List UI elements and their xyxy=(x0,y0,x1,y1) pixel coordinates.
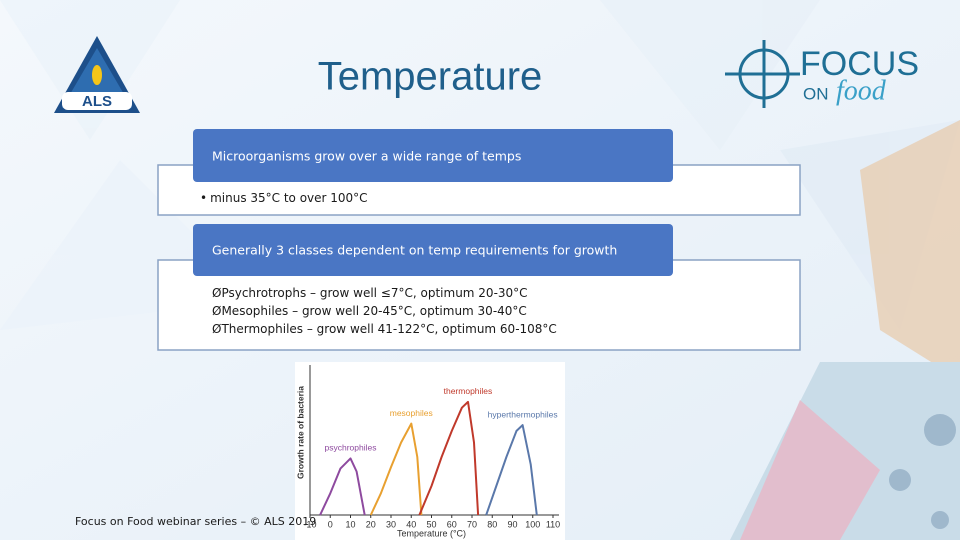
slide-title: Temperature xyxy=(318,55,543,99)
series-label: mesophiles xyxy=(390,408,433,418)
x-tick-label: 10 xyxy=(345,519,355,529)
x-tick-label: 70 xyxy=(467,519,477,529)
series-line xyxy=(369,422,423,516)
bullet-marker: Ø xyxy=(212,286,221,300)
series-label: thermophiles xyxy=(444,386,493,396)
logo-text: food xyxy=(836,75,887,106)
x-tick-label: 100 xyxy=(525,519,540,529)
footer: Focus on Food webinar series – © ALS 201… xyxy=(75,515,316,528)
x-tick-label: 50 xyxy=(426,519,436,529)
series-label: psychrophiles xyxy=(325,443,377,453)
bullet-marker: Ø xyxy=(212,304,221,318)
bullet-marker: • xyxy=(200,191,207,205)
focus-logo: FOCUS ON food xyxy=(725,40,919,108)
deco-image xyxy=(860,120,960,380)
x-tick-label: 80 xyxy=(487,519,497,529)
x-tick-label: 30 xyxy=(386,519,396,529)
series-label: hyperthermophiles xyxy=(488,409,558,419)
x-tick-label: 20 xyxy=(366,519,376,529)
logo-text: FOCUS xyxy=(800,45,919,83)
series-line xyxy=(485,424,538,516)
logo-text: ON xyxy=(803,84,829,103)
bullet-text: minus 35°C to over 100°C xyxy=(210,191,367,205)
box-heading: Generally 3 classes dependent on temp re… xyxy=(212,243,617,258)
x-tick-label: 90 xyxy=(507,519,517,529)
chart: -10 0 10 20 30 40 50 60 70 80 90 100 110 Temperature … xyxy=(295,365,560,538)
deco-molecule xyxy=(889,414,956,529)
x-tick-label: 0 xyxy=(328,519,333,529)
bullet: ØThermophiles – grow well 41-122°C, opti… xyxy=(212,322,557,336)
heading-box xyxy=(193,129,673,182)
bullet-list: ØPsychrotrophs – grow well ≤7°C, optimum… xyxy=(212,286,557,336)
bullet: • minus 35°C to over 100°C xyxy=(200,191,368,205)
box-heading: Microorganisms grow over a wide range of… xyxy=(212,149,521,164)
x-tick-label: 110 xyxy=(546,519,560,529)
als-logo: ALS xyxy=(54,36,140,113)
series-line xyxy=(319,457,366,516)
chart-background xyxy=(295,362,565,540)
bullet: ØMesophiles – grow well 20-45°C, optimum… xyxy=(212,304,527,318)
x-tick-label: 60 xyxy=(447,519,457,529)
series-line xyxy=(418,400,480,516)
bullet-text: Mesophiles – grow well 20-45°C, optimum … xyxy=(221,304,526,318)
x-tick-label: -10 xyxy=(303,519,316,529)
deco-image xyxy=(740,400,880,540)
bullet-marker: Ø xyxy=(212,322,221,336)
bullet-text: Psychrotrophs – grow well ≤7°C, optimum … xyxy=(221,286,527,300)
x-tick-label: 40 xyxy=(406,519,416,529)
logo-text: ALS xyxy=(82,93,112,110)
heading-box xyxy=(193,224,673,276)
y-axis-label: Growth rate of bacteria xyxy=(295,386,305,479)
bullet-text: Thermophiles – grow well 41-122°C, optim… xyxy=(220,322,556,336)
x-axis-label: Temperature (°C) xyxy=(397,528,466,538)
bullet: ØPsychrotrophs – grow well ≤7°C, optimum… xyxy=(212,286,528,300)
